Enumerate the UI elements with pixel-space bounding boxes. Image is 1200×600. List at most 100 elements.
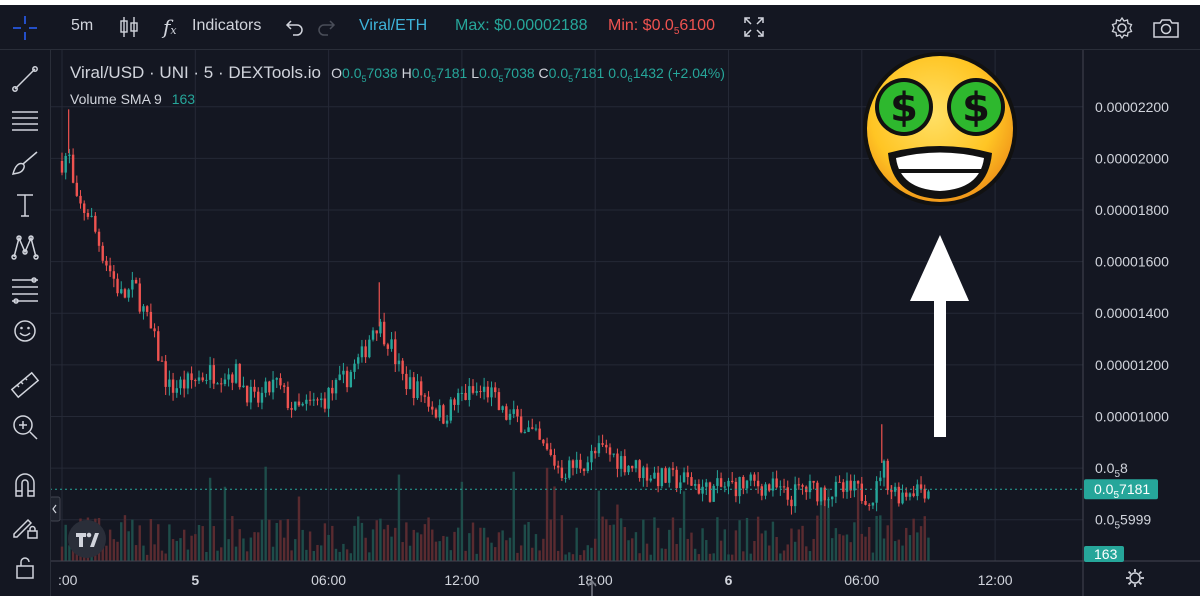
- volume-bar: [897, 539, 901, 561]
- candle-body: [497, 392, 501, 410]
- fx-icon[interactable]: fx: [163, 15, 177, 39]
- candle-body: [449, 399, 452, 421]
- settings-gear-icon[interactable]: [1110, 16, 1134, 40]
- volume-bar: [175, 540, 178, 561]
- candle-body: [112, 271, 116, 279]
- brush-icon[interactable]: [10, 148, 40, 178]
- candle-body: [586, 462, 589, 472]
- volume-bar: [497, 532, 501, 561]
- candle-body: [501, 406, 504, 410]
- candles-icon[interactable]: [116, 14, 142, 40]
- candle-body: [634, 460, 638, 469]
- volume-bar: [731, 554, 734, 561]
- zoom-in-icon[interactable]: [10, 412, 40, 442]
- pair-toggle[interactable]: Viral/ETH: [359, 17, 428, 34]
- volume-bar: [523, 524, 527, 561]
- volume-bar: [890, 485, 893, 561]
- volume-bar: [168, 524, 171, 561]
- volume-bar: [779, 553, 782, 561]
- ruler-icon[interactable]: [10, 370, 40, 400]
- volume-label[interactable]: Volume SMA 9: [70, 91, 162, 107]
- volume-bar: [416, 532, 419, 561]
- redo-icon[interactable]: [316, 17, 338, 37]
- horizontal-lines-icon[interactable]: [10, 106, 40, 136]
- camera-icon[interactable]: [1152, 16, 1180, 40]
- candle-body: [386, 344, 390, 349]
- crosshair-icon[interactable]: [10, 13, 40, 43]
- volume-bar: [142, 545, 145, 561]
- candle-body: [379, 321, 382, 334]
- candle-body: [64, 155, 67, 173]
- candle-body: [760, 486, 764, 496]
- volume-bar: [653, 517, 656, 561]
- candle-body: [849, 480, 852, 491]
- volume-bar: [845, 534, 849, 561]
- candle-body: [542, 439, 545, 444]
- price-chart[interactable]: 0.00002200 0.00002000 0.00001800 0.00001600…: [0, 5, 1200, 596]
- volume-bar: [675, 543, 678, 561]
- candle-body: [856, 481, 860, 484]
- volume-bar: [638, 553, 641, 561]
- lock-drawings-icon[interactable]: [10, 510, 40, 540]
- volume-bar: [505, 540, 508, 561]
- candle-body: [886, 460, 889, 491]
- candle-body: [801, 485, 804, 487]
- volume-bar: [494, 547, 497, 561]
- fib-tool-icon[interactable]: [10, 274, 40, 304]
- candle-body: [627, 465, 630, 473]
- volume-bar: [501, 530, 504, 561]
- volume-bar: [68, 545, 71, 561]
- price-tick-label: 0.00002200: [1095, 99, 1169, 115]
- volume-bar: [120, 522, 123, 561]
- trend-line-icon[interactable]: [10, 64, 40, 94]
- candle-body: [919, 484, 923, 489]
- time-axis: :00 5 06:00 12:00 18:00 6 06:00 12:00: [58, 572, 1013, 588]
- collapse-handle: [49, 496, 61, 522]
- volume-bar: [197, 524, 201, 561]
- volume-bar: [834, 528, 838, 561]
- candle-body: [827, 499, 830, 501]
- undo-icon[interactable]: [283, 17, 305, 37]
- volume-bar: [205, 551, 208, 561]
- candle-body: [205, 379, 208, 381]
- time-tick-label: 06:00: [311, 572, 346, 588]
- volume-bar: [460, 481, 464, 561]
- volume-bar: [827, 488, 830, 561]
- interval-button[interactable]: 5m: [71, 17, 94, 34]
- chart-grid: [50, 50, 1083, 561]
- candle-body: [868, 504, 871, 506]
- price-tick-label: 0.00001200: [1095, 357, 1169, 373]
- volume-bar: [756, 516, 760, 561]
- candle-body: [71, 154, 75, 183]
- volume-bar: [238, 529, 241, 561]
- volume-bar: [660, 548, 664, 561]
- volume-bar: [719, 540, 723, 561]
- text-tool-icon[interactable]: [10, 190, 40, 220]
- fullscreen-icon[interactable]: [743, 16, 765, 38]
- candle-body: [482, 386, 486, 392]
- volume-bar: [123, 515, 127, 561]
- candle-body: [394, 339, 397, 365]
- pattern-icon[interactable]: [10, 232, 40, 262]
- volume-bar: [893, 541, 897, 561]
- magnet-icon[interactable]: [10, 470, 40, 500]
- emoji-icon[interactable]: [10, 316, 40, 346]
- volume-bar: [697, 554, 701, 561]
- time-tick-label: 12:00: [444, 572, 479, 588]
- volume-bar: [912, 518, 915, 561]
- candle-body: [194, 380, 197, 382]
- volume-bar: [323, 523, 327, 561]
- volume-bar: [368, 552, 371, 561]
- volume-bar: [412, 529, 415, 561]
- candle-body: [768, 484, 771, 491]
- volume-bar: [312, 550, 315, 561]
- volume-bar: [586, 545, 589, 561]
- candle-body: [345, 370, 349, 388]
- volume-bar: [597, 490, 601, 561]
- indicators-button[interactable]: Indicators: [192, 17, 262, 34]
- volume-bar: [260, 519, 264, 561]
- candle-body: [60, 160, 64, 173]
- symbol-title[interactable]: Viral/USD · UNI · 5 · DEXTools.io: [70, 63, 321, 82]
- unlock-icon[interactable]: [10, 552, 40, 582]
- volume-bar: [793, 541, 797, 561]
